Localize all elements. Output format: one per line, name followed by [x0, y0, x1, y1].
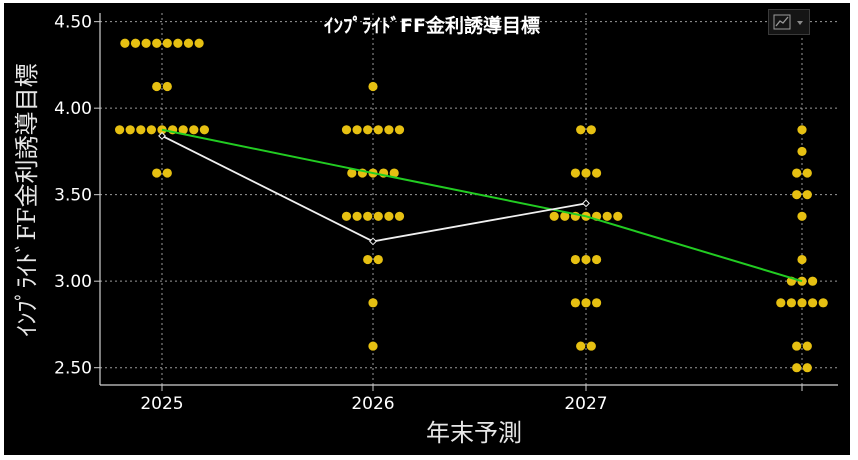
- median-line: [161, 128, 803, 283]
- dot-point: [141, 38, 151, 48]
- dot-point: [797, 146, 807, 157]
- dot-point: [786, 298, 797, 308]
- dot-point: [776, 298, 786, 308]
- dot-point: [120, 38, 130, 48]
- y-tick-label: 3.50: [54, 186, 92, 206]
- chart-title: ｲﾝﾌﾟﾗｲﾄﾞFF金利誘導目標: [324, 15, 540, 37]
- dot-point: [570, 254, 581, 265]
- dot-point: [341, 211, 352, 221]
- dot-point: [341, 125, 352, 135]
- dot-point: [368, 341, 378, 351]
- dot-point: [183, 38, 194, 48]
- dot-point: [602, 211, 612, 221]
- dot-point: [199, 125, 209, 135]
- market-line-marker: [369, 237, 377, 246]
- dot-point: [581, 298, 591, 308]
- dot-point: [797, 125, 807, 135]
- dot-point: [162, 38, 172, 48]
- dot-point: [576, 341, 586, 351]
- dot-point: [792, 341, 802, 351]
- dot-plot-chart: 2.50 3.00 3.50 4.00 4.50 2025 2026 2027: [54, 13, 838, 414]
- dot-point: [347, 168, 357, 178]
- dot-point: [792, 190, 802, 200]
- dot-point: [570, 168, 581, 178]
- dot-point: [592, 168, 602, 178]
- market-line-marker: [158, 131, 166, 140]
- y-tick-label: 4.00: [54, 99, 92, 119]
- dot-point: [384, 125, 394, 135]
- line-chart-icon: [773, 14, 803, 30]
- dot-point: [592, 298, 602, 308]
- x-tick-label: 2025: [140, 394, 183, 414]
- dot-point: [802, 363, 812, 373]
- dot-point: [363, 211, 373, 221]
- dot-point: [802, 190, 812, 200]
- dot-point: [792, 168, 802, 178]
- dot-point: [581, 168, 591, 178]
- dot-point: [173, 38, 183, 48]
- dot-point: [549, 211, 559, 221]
- dot-point: [797, 298, 807, 308]
- dot-point: [394, 125, 405, 135]
- dot-point: [797, 254, 807, 265]
- dot-point: [808, 276, 818, 286]
- y-tick-label: 4.50: [54, 13, 92, 33]
- dot-point: [581, 254, 591, 265]
- dot-point: [586, 125, 596, 135]
- dot-point: [373, 254, 383, 265]
- dot-point: [373, 211, 383, 221]
- dot-point: [152, 38, 162, 48]
- market-line-marker: [582, 199, 590, 208]
- x-tick-label: 2027: [564, 394, 607, 414]
- y-axis-label: ｲﾝﾌﾟﾗｲﾄﾞFF金利誘導目標: [13, 63, 41, 337]
- dot-point: [818, 298, 828, 308]
- dot-point: [146, 125, 156, 135]
- dot-point: [152, 81, 162, 92]
- dot-point: [384, 211, 394, 221]
- dot-point: [570, 298, 581, 308]
- dot-point: [802, 168, 812, 178]
- dot-point: [592, 254, 602, 265]
- dot-point: [194, 38, 204, 48]
- y-tick-label: 3.00: [54, 272, 92, 292]
- dot-point: [363, 254, 373, 265]
- dot-point: [389, 168, 399, 178]
- dot-point: [560, 211, 570, 221]
- dot-point: [802, 341, 812, 351]
- dot-point: [130, 38, 141, 48]
- dot-point: [152, 168, 162, 178]
- chart-type-menu-button[interactable]: [768, 9, 810, 35]
- dot-point: [394, 211, 405, 221]
- dot-point: [363, 125, 373, 135]
- dot-point: [125, 125, 135, 135]
- dot-point: [808, 298, 818, 308]
- dot-point: [373, 125, 383, 135]
- dot-point: [576, 125, 586, 135]
- dot-point: [136, 125, 146, 135]
- dot-point: [178, 125, 188, 135]
- x-tick-label: 2026: [351, 394, 394, 414]
- dot-point: [115, 125, 125, 135]
- dot-point: [352, 125, 362, 135]
- dot-point: [368, 298, 378, 308]
- dot-point: [162, 81, 172, 92]
- dot-point: [189, 125, 199, 135]
- dot-point: [368, 81, 378, 92]
- dot-point: [162, 168, 172, 178]
- dot-point: [352, 211, 362, 221]
- x-axis-label: 年末予測: [426, 419, 522, 447]
- dot-point: [792, 363, 802, 373]
- y-tick-label: 2.50: [54, 359, 92, 379]
- plot-area: 2.50 3.00 3.50 4.00 4.50 2025 2026 2027 ｲﾝﾌﾟﾗｲﾄ…: [4, 3, 850, 455]
- dot-point: [613, 211, 623, 221]
- market-line: [161, 135, 587, 243]
- dot-point: [586, 341, 596, 351]
- dot-point: [797, 211, 807, 221]
